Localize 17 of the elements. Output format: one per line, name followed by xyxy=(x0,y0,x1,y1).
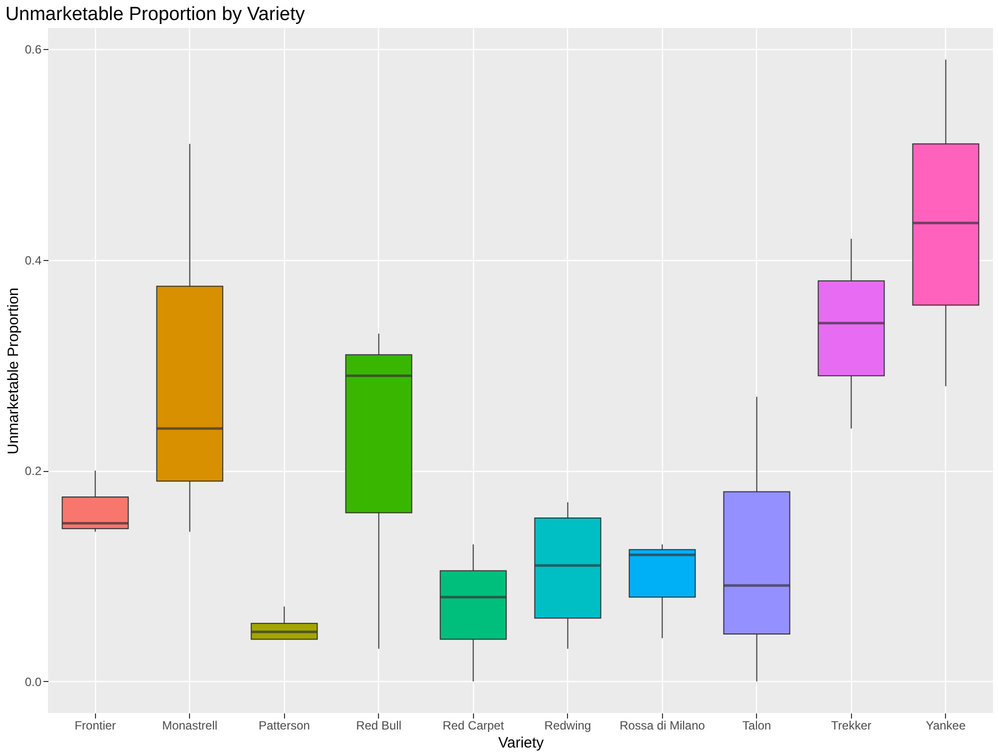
y-axis-title: Unmarketable Proportion xyxy=(4,288,22,454)
y-tick-label: 0.6 xyxy=(24,42,42,57)
y-tick-label: 0.0 xyxy=(24,674,42,689)
x-tick-label: Yankee xyxy=(926,718,966,732)
x-tick-label: Redwing xyxy=(544,718,592,732)
x-tick-label: Frontier xyxy=(74,718,116,732)
chart-title: Unmarketable Proportion by Variety xyxy=(5,4,306,25)
x-axis-title: Variety xyxy=(498,734,544,752)
y-tick-label: 0.4 xyxy=(24,253,42,268)
x-tick-label: Monastrell xyxy=(162,718,218,732)
y-tick-label: 0.2 xyxy=(24,464,42,478)
x-tick-label: Red Bull xyxy=(356,718,402,732)
x-tick-label: Rossa di Milano xyxy=(620,718,706,732)
x-tick-label: Patterson xyxy=(258,718,310,732)
x-tick-label: Trekker xyxy=(831,718,872,732)
x-tick-label: Red Carpet xyxy=(442,718,505,732)
x-tick-label: Talon xyxy=(742,718,772,732)
